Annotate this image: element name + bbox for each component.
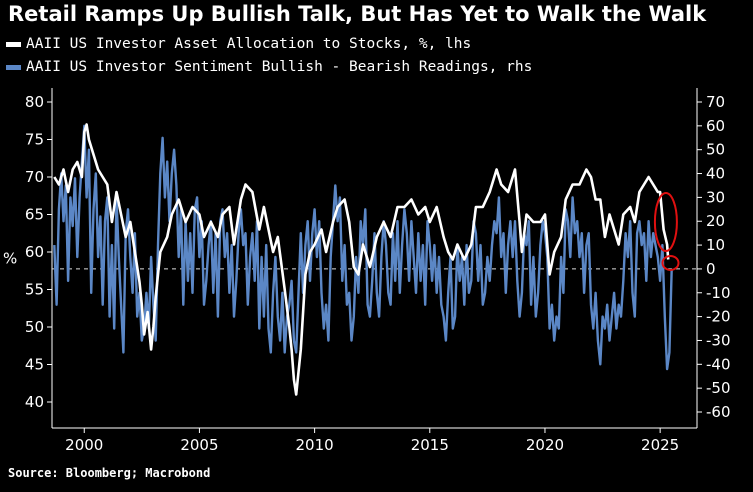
x-tick-label: 2005: [180, 436, 218, 454]
x-tick-label: 2025: [641, 436, 679, 454]
left-axis-unit-label: %: [3, 250, 17, 268]
left-tick-label: 65: [25, 206, 44, 224]
right-tick-label: 10: [706, 236, 725, 254]
right-tick-label: 50: [706, 141, 725, 159]
allocation-highlight-circle: [653, 192, 678, 252]
left-tick-label: 60: [25, 243, 44, 261]
legend-label-allocation: AAII US Investor Asset Allocation to Sto…: [26, 36, 472, 52]
left-tick-label: 75: [25, 131, 44, 149]
legend-item-sentiment: AAII US Investor Sentiment Bullish - Bea…: [6, 59, 532, 75]
right-tick-label: 60: [706, 117, 725, 135]
left-tick-label: 70: [25, 168, 44, 186]
chart-title: Retail Ramps Up Bullish Talk, But Has Ye…: [8, 2, 707, 26]
left-tick-label: 40: [25, 393, 44, 411]
legend-swatch-allocation: [6, 41, 21, 47]
right-tick-label: -10: [706, 284, 731, 302]
right-tick-label: -50: [706, 379, 731, 397]
sentiment-highlight-circle: [661, 254, 680, 271]
x-tick-label: 2010: [296, 436, 334, 454]
right-tick-label: 30: [706, 188, 725, 206]
source-note: Source: Bloomberg; Macrobond: [8, 466, 211, 480]
left-tick-label: 55: [25, 281, 44, 299]
right-tick-label: -40: [706, 355, 731, 373]
right-tick-label: 0: [706, 260, 716, 278]
right-tick-label: -60: [706, 403, 731, 421]
right-tick-label: -30: [706, 331, 731, 349]
right-tick-label: 70: [706, 93, 725, 111]
right-tick-label: -20: [706, 308, 731, 326]
left-tick-label: 45: [25, 356, 44, 374]
legend-item-allocation: AAII US Investor Asset Allocation to Sto…: [6, 36, 471, 52]
x-tick-label: 2015: [411, 436, 449, 454]
left-tick-label: 50: [25, 318, 44, 336]
legend-swatch-sentiment: [6, 64, 21, 70]
legend-label-sentiment: AAII US Investor Sentiment Bullish - Bea…: [26, 59, 533, 75]
left-tick-label: 80: [25, 93, 44, 111]
x-tick-label: 2020: [526, 436, 564, 454]
right-tick-label: 20: [706, 212, 725, 230]
x-tick-label: 2000: [65, 436, 103, 454]
allocation-series-line: [53, 123, 670, 396]
right-tick-label: 40: [706, 165, 725, 183]
